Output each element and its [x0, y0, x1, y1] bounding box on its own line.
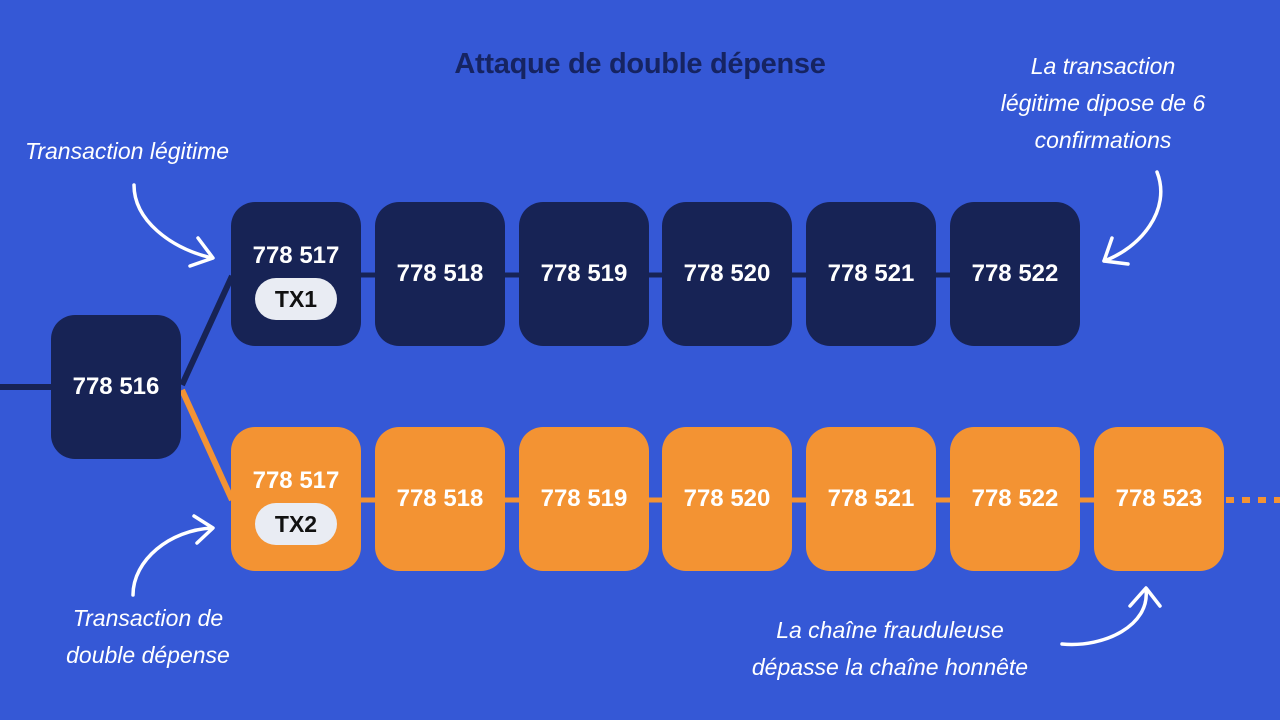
tx2-badge: TX2: [255, 503, 337, 545]
block-number: 778 519: [540, 260, 628, 287]
fraud-block-5: 778 521: [806, 427, 936, 571]
block-number: 778 519: [540, 485, 628, 512]
block-number: 778 516: [72, 373, 160, 400]
fraud-block-4: 778 520: [662, 427, 792, 571]
arrow-double-spend-tx: [131, 514, 215, 597]
annotation-legit-tx-text: Transaction légitime: [25, 138, 230, 164]
annotation-confirmations-line-1: La transaction: [1030, 53, 1176, 79]
block-number: 778 522: [971, 260, 1059, 287]
block-number: 778 517: [252, 467, 340, 494]
annotation-fraud-chain: La chaîne frauduleuse dépasse la chaîne …: [720, 612, 1060, 686]
fraud-block-3: 778 519: [519, 427, 649, 571]
honest-block-2: 778 518: [375, 202, 505, 346]
fraud-fork-line: [179, 388, 235, 502]
block-number: 778 523: [1115, 485, 1203, 512]
block-number: 778 520: [683, 485, 771, 512]
arrow-confirmations: [1102, 170, 1163, 266]
honest-block-5: 778 521: [806, 202, 936, 346]
honest-fork-line: [179, 274, 235, 387]
annotation-legit-tx: Transaction légitime: [25, 133, 229, 170]
fraud-block-1: 778 517 TX2: [231, 427, 361, 571]
fraud-block-7: 778 523: [1094, 427, 1224, 571]
honest-block-3: 778 519: [519, 202, 649, 346]
block-number: 778 521: [827, 485, 915, 512]
arrow-legit-tx: [132, 183, 215, 268]
block-number: 778 518: [396, 260, 484, 287]
annotation-fraud-chain-line-2: dépasse la chaîne honnête: [751, 654, 1029, 680]
annotation-confirmations: La transaction légitime dipose de 6 conf…: [960, 48, 1246, 159]
honest-block-6: 778 522: [950, 202, 1080, 346]
annotation-confirmations-line-3: confirmations: [1034, 127, 1172, 153]
fraud-block-6: 778 522: [950, 427, 1080, 571]
block-number: 778 518: [396, 485, 484, 512]
honest-block-4: 778 520: [662, 202, 792, 346]
block-778516: 778 516: [51, 315, 181, 459]
block-number: 778 517: [252, 242, 340, 269]
diagram-title: Attaque de double dépense: [454, 48, 826, 80]
annotation-double-spend-tx: Transaction de double dépense: [30, 600, 266, 674]
annotation-fraud-chain-line-1: La chaîne frauduleuse: [776, 617, 1004, 643]
annotation-confirmations-line-2: légitime dipose de 6: [1000, 90, 1206, 116]
annotation-double-spend-line-1: Transaction de: [72, 605, 224, 631]
honest-block-1: 778 517 TX1: [231, 202, 361, 346]
block-number: 778 521: [827, 260, 915, 287]
fraud-block-2: 778 518: [375, 427, 505, 571]
annotation-double-spend-line-2: double dépense: [66, 642, 230, 668]
arrow-fraud-chain: [1060, 586, 1162, 647]
tx1-badge: TX1: [255, 278, 337, 320]
block-number: 778 520: [683, 260, 771, 287]
block-number: 778 522: [971, 485, 1059, 512]
